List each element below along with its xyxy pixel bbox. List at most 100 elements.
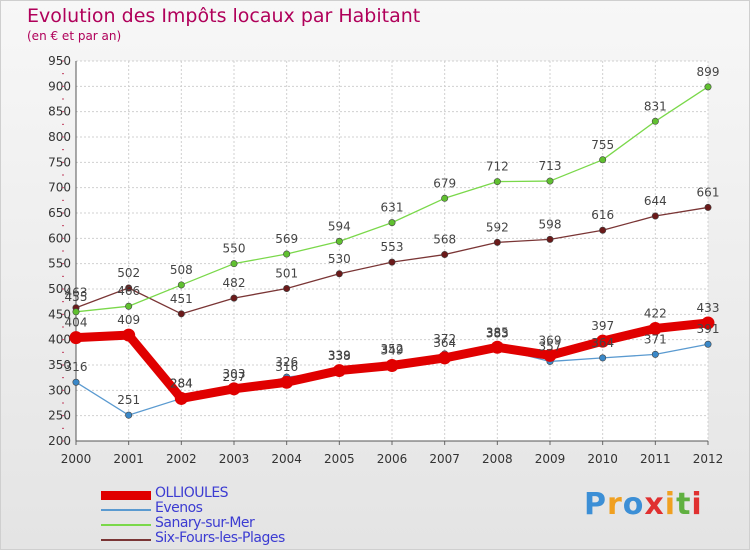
x-tick-label: 2004	[271, 452, 302, 466]
data-point	[651, 117, 659, 125]
data-label: 530	[328, 252, 351, 266]
data-point	[69, 331, 83, 345]
data-label: 422	[644, 307, 667, 321]
data-point	[599, 156, 607, 164]
data-label: 712	[486, 160, 509, 174]
data-label: 616	[591, 208, 614, 222]
data-point	[72, 378, 80, 386]
data-point	[335, 237, 343, 245]
y-tick-label: 900	[48, 79, 71, 93]
data-point	[388, 258, 396, 266]
data-label: 349	[381, 344, 404, 358]
data-label: 303	[223, 367, 246, 381]
data-point	[122, 328, 136, 342]
data-point	[701, 316, 715, 330]
brand-letter: r	[607, 487, 623, 522]
data-point	[125, 284, 133, 292]
data-label: 352	[381, 342, 404, 356]
y-tick-label: 250	[48, 409, 71, 423]
data-point	[546, 177, 554, 185]
data-label: 594	[328, 219, 351, 233]
data-label: 831	[644, 99, 667, 113]
y-tick-label: 600	[48, 231, 71, 245]
x-tick-label: 2012	[693, 452, 724, 466]
data-point	[546, 235, 554, 243]
legend-swatch	[101, 509, 151, 511]
y-tick-label: 400	[48, 333, 71, 347]
data-point	[335, 270, 343, 278]
legend-label: Six-Fours-les-Plages	[155, 530, 285, 546]
data-point	[599, 226, 607, 234]
y-tick-label: 300	[48, 383, 71, 397]
data-label: 482	[223, 276, 246, 290]
y-tick-label: 800	[48, 130, 71, 144]
data-label: 661	[697, 185, 720, 199]
data-label: 713	[539, 159, 562, 173]
data-label: 455	[65, 290, 88, 304]
data-label: 397	[591, 319, 614, 333]
x-tick-label: 2010	[587, 452, 618, 466]
data-point	[543, 348, 557, 362]
data-point	[177, 281, 185, 289]
data-point	[651, 212, 659, 220]
data-label: 451	[170, 292, 193, 306]
brand-letter: o	[622, 487, 645, 522]
data-label: 372	[433, 332, 456, 346]
x-tick-label: 2001	[113, 452, 144, 466]
data-point	[648, 322, 662, 336]
data-label: 326	[275, 355, 298, 369]
y-tick-label: 350	[48, 358, 71, 372]
data-label: 598	[539, 217, 562, 231]
data-label: 508	[170, 263, 193, 277]
data-label: 338	[328, 349, 351, 363]
y-tick-label: 200	[48, 434, 71, 448]
data-point	[174, 391, 188, 405]
data-label: 755	[591, 138, 614, 152]
data-label: 631	[381, 201, 404, 215]
data-point	[280, 375, 294, 389]
data-label: 568	[433, 233, 456, 247]
y-tick-label: 650	[48, 206, 71, 220]
brand-letter: i	[691, 487, 703, 522]
data-label: 899	[697, 65, 720, 79]
data-label: 316	[275, 360, 298, 374]
legend-swatch	[101, 539, 151, 541]
data-label: 371	[644, 332, 667, 346]
data-point	[230, 260, 238, 268]
y-tick-label: 700	[48, 181, 71, 195]
y-tick-label: 450	[48, 307, 71, 321]
data-point	[493, 238, 501, 246]
legend-label: Evenos	[155, 500, 203, 516]
legend-label: OLLIOULES	[155, 485, 229, 501]
data-label: 316	[65, 360, 88, 374]
data-point	[490, 340, 504, 354]
data-label: 553	[381, 240, 404, 254]
data-label: 569	[275, 232, 298, 246]
data-point	[125, 302, 133, 310]
data-label: 391	[697, 322, 720, 336]
y-tick-label: 950	[48, 54, 71, 68]
data-point	[493, 178, 501, 186]
x-tick-label: 2005	[324, 452, 355, 466]
data-label: 369	[539, 333, 562, 347]
data-label: 339	[328, 349, 351, 363]
data-label: 644	[644, 194, 667, 208]
data-point	[177, 310, 185, 318]
data-label: 463	[65, 286, 88, 300]
brand-letter: i	[664, 487, 677, 522]
brand-letter: P	[584, 487, 607, 522]
data-label: 433	[697, 301, 720, 315]
data-label: 501	[275, 266, 298, 280]
data-label: 297	[223, 370, 246, 384]
data-label: 466	[117, 284, 140, 298]
data-label: 364	[433, 336, 456, 350]
data-label: 364	[591, 336, 614, 350]
x-tick-label: 2007	[429, 452, 460, 466]
brand-letter: x	[644, 487, 665, 522]
data-label: 383	[486, 326, 509, 340]
data-point	[438, 351, 452, 365]
data-point	[230, 294, 238, 302]
data-label: 409	[117, 313, 140, 327]
